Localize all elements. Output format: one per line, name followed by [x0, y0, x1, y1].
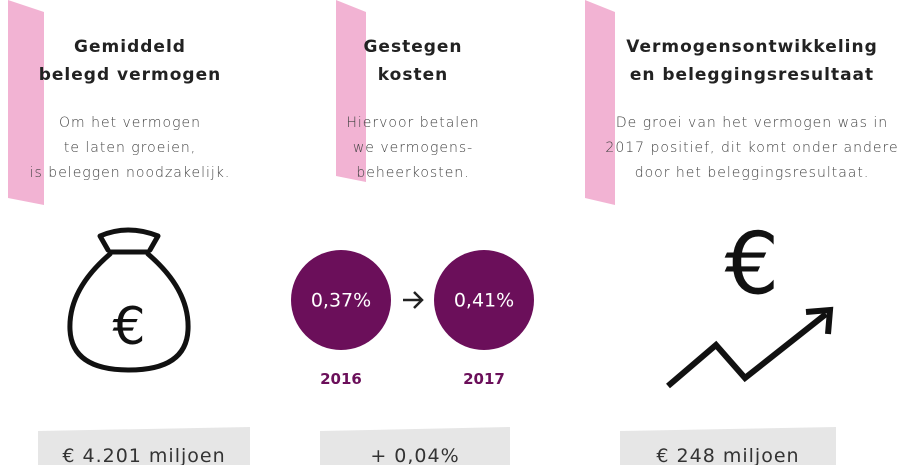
description: Hiervoor betalen [346, 115, 479, 131]
accent-strip [336, 0, 366, 182]
accent-strip [585, 0, 615, 205]
description: we vermogens- [353, 140, 473, 156]
arrow [403, 291, 424, 309]
title: Gemiddeld [74, 37, 186, 57]
title: en beleggingsresultaat [630, 65, 874, 85]
value-box [620, 427, 836, 465]
value-box [320, 427, 510, 465]
rate-value: 0,41% [454, 290, 514, 312]
value: + 0,04% [370, 445, 459, 465]
value-box [38, 427, 250, 465]
description: door het beleggingsresultaat. [635, 165, 870, 181]
rate-circle [434, 250, 534, 350]
euro-symbol: € [112, 297, 145, 357]
title: Gestegen [363, 37, 462, 57]
description: 2017 positief, dit komt onder andere [605, 140, 898, 156]
description: is beleggen noodzakelijk. [30, 165, 231, 181]
money-bag-icon [67, 227, 191, 373]
rate-year: 2016 [320, 370, 362, 388]
title: belegd vermogen [39, 65, 222, 85]
rate-circle [291, 250, 391, 350]
description: te laten groeien, [64, 140, 196, 156]
description: Om het vermogen [59, 115, 201, 131]
euro-symbol: € [725, 214, 780, 314]
description: De groei van het vermogen was in [616, 115, 888, 131]
value: € 248 miljoen [656, 445, 799, 465]
rate-value: 0,37% [311, 290, 371, 312]
description: beheerkosten. [356, 165, 469, 181]
rate-year: 2017 [463, 370, 505, 388]
title: kosten [378, 65, 448, 85]
value: € 4.201 miljoen [62, 445, 225, 465]
accent-strip [8, 0, 44, 205]
growth-arrow [666, 306, 834, 389]
title: Vermogensontwikkeling [626, 37, 878, 57]
